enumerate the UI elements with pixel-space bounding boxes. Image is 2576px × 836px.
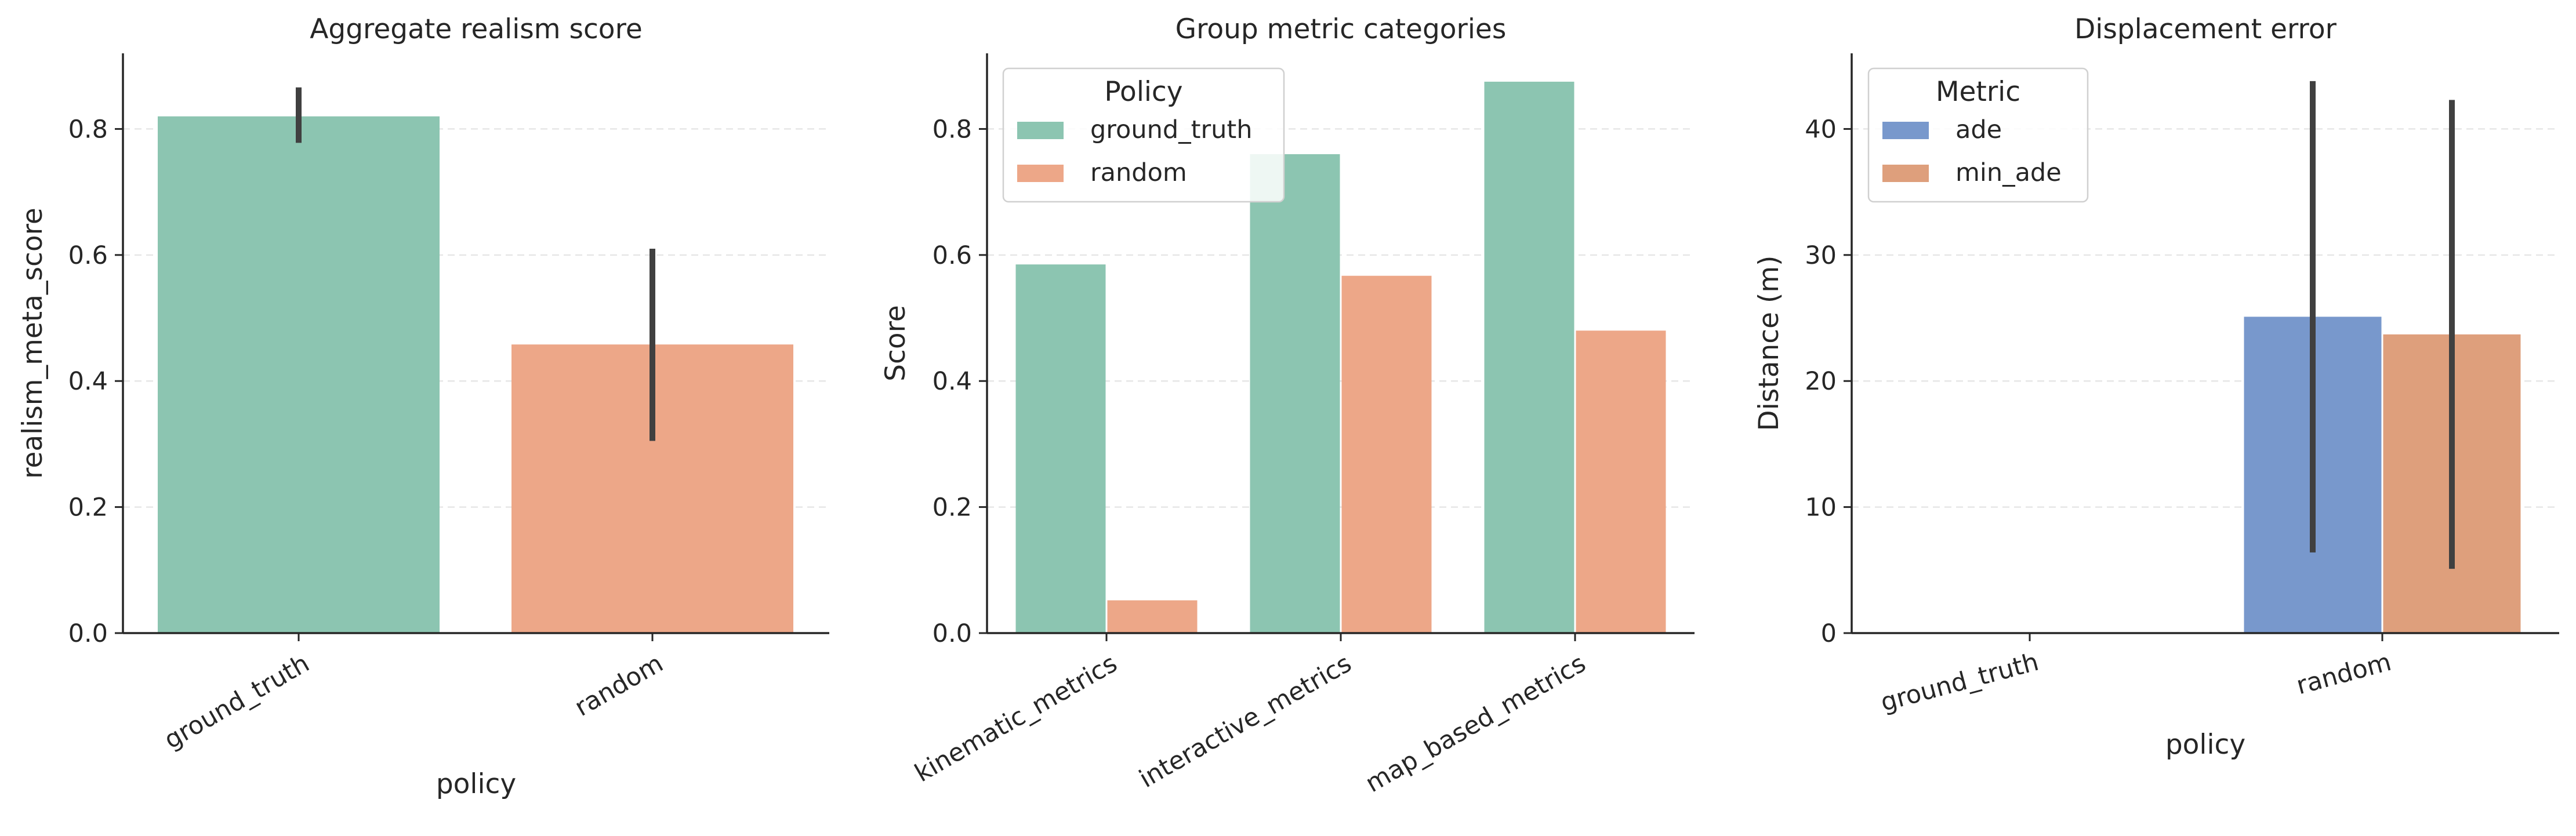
y-tick-label: 10 [1805,493,1837,522]
y-tick-label: 0.4 [933,367,972,396]
legend-swatch-min_ade [1882,165,1929,182]
x-tick-label: random [570,649,668,722]
y-tick-label: 0.2 [933,493,972,522]
y-axis-label: Score [880,305,912,381]
chart-title: Group metric categories [1175,13,1507,45]
chart-panel-3: 0 10 20 30 40 ground_truth random Displacement … [1753,13,2559,761]
y-tick-label: 0.2 [68,493,108,522]
legend-swatch-ground_truth [1017,122,1064,139]
bar-random-kinematic_metrics [1107,600,1198,633]
y-tick-label: 0.4 [68,367,108,396]
y-tick-label: 0.8 [68,115,108,144]
legend-label: ground_truth [1090,115,1253,144]
legend-title: Metric [1936,76,2020,108]
y-axis-label: Distance (m) [1753,256,1785,431]
y-tick-label: 30 [1805,241,1837,270]
y-tick-label: 0.6 [68,241,108,270]
x-tick-label: interactive_metrics [1134,649,1356,794]
x-axis-label: policy [2165,729,2245,761]
bar-ground_truth-kinematic_metrics [1015,264,1106,633]
legend-swatch-ade [1882,122,1929,139]
x-tick-label: map_based_metrics [1360,649,1591,798]
chart-panel-2: 0.0 0.2 0.4 0.6 0.8 kinematic_metrics interact… [880,13,1695,798]
x-tick-label: ground_truth [159,649,314,755]
y-tick-label: 0.6 [933,241,972,270]
legend-label: ade [1955,115,2002,144]
bar-random-map_based_metrics [1576,330,1666,633]
y-tick-label: 0.8 [933,115,972,144]
y-tick-label: 0.0 [68,619,108,648]
legend: Metric ade min_ade [1867,67,2089,203]
y-axis-label: realism_meta_score [17,208,49,479]
bar-ground_truth-map_based_metrics [1484,81,1574,634]
x-tick-label: random [2294,648,2394,700]
x-tick-label: ground_truth [1878,648,2042,718]
y-tick-label: 0 [1821,619,1837,648]
chart-title: Displacement error [2074,13,2337,45]
chart-title: Aggregate realism score [310,13,643,45]
legend-swatch-random [1017,165,1064,182]
bar-ground_truth-interactive_metrics [1250,154,1340,633]
bar-ground_truth [158,116,440,633]
y-tick-label: 20 [1805,367,1837,396]
legend-box [1002,67,1285,203]
legend-label: random [1090,158,1187,187]
x-tick-label: kinematic_metrics [910,649,1122,788]
x-axis-label: policy [436,768,516,800]
bar-random-interactive_metrics [1341,275,1432,633]
y-tick-label: 0.0 [933,619,972,648]
legend-title: Policy [1104,76,1182,108]
legend-label: min_ade [1955,158,2062,187]
y-tick-label: 40 [1805,115,1837,144]
chart-panel-1: 0.0 0.2 0.4 0.6 0.8 ground_truth random Aggrega… [17,13,829,800]
